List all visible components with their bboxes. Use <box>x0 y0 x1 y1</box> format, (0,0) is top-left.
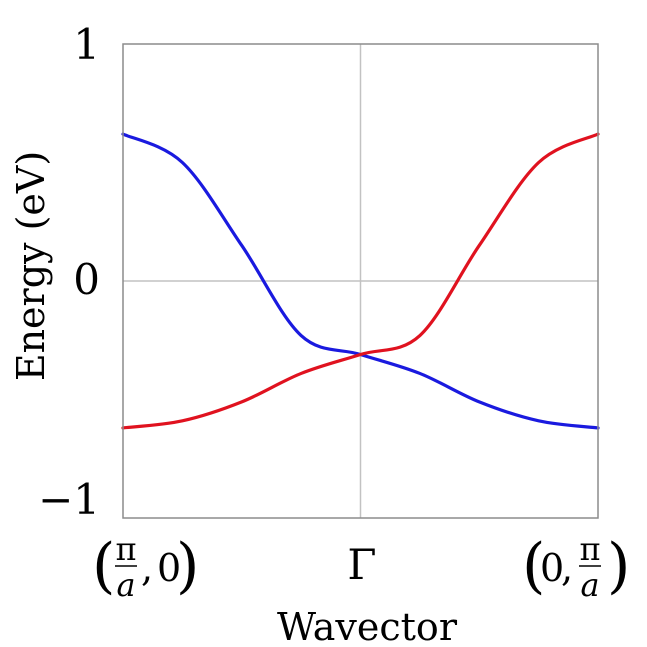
svg-text:π: π <box>579 530 600 568</box>
x-tick-label-gamma: Γ <box>347 540 376 589</box>
svg-text:): ) <box>607 531 630 601</box>
y-tick-label-bottom: −1 <box>38 475 100 524</box>
y-tick-labels: 1 0 −1 <box>38 20 100 524</box>
band-curves <box>121 132 600 430</box>
svg-text:a: a <box>580 566 599 604</box>
band-curve-red <box>121 132 600 430</box>
band-curve-blue <box>121 132 600 430</box>
svg-text:0: 0 <box>540 546 564 590</box>
svg-text:0: 0 <box>157 546 181 590</box>
y-tick-label-zero: 0 <box>73 255 100 304</box>
y-axis-label: Energy (eV) <box>9 151 53 381</box>
y-tick-label-top: 1 <box>73 20 100 69</box>
svg-text:(: ( <box>522 531 545 601</box>
svg-text:a: a <box>116 566 135 604</box>
svg-text:π: π <box>115 530 136 568</box>
x-axis-label: Wavector <box>277 605 458 647</box>
grid <box>123 44 598 518</box>
svg-text:(: ( <box>92 531 115 601</box>
svg-text:,: , <box>561 546 573 590</box>
x-tick-label-right: ( 0 , π a ) <box>522 530 630 604</box>
x-tick-label-left: ( π a , 0 ) <box>92 530 199 604</box>
svg-text:): ) <box>176 531 199 601</box>
plot-frame <box>122 43 599 519</box>
svg-text:,: , <box>141 546 153 590</box>
